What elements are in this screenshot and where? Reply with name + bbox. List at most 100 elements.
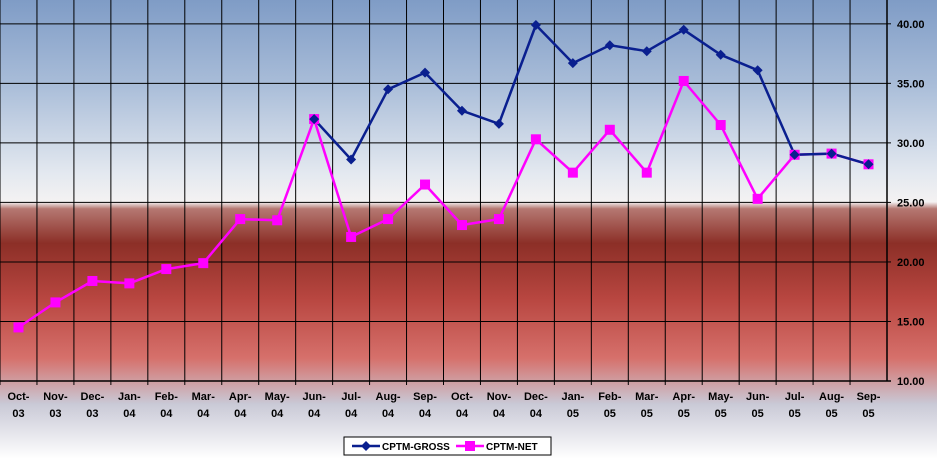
x-tick-label-year: 04 xyxy=(197,408,210,420)
x-tick-label-year: 04 xyxy=(493,408,506,420)
series-line-cptm-gross xyxy=(313,23,869,166)
data-point-cptm-gross xyxy=(715,49,726,60)
data-point-cptm-net xyxy=(383,214,394,225)
data-point-cptm-net xyxy=(50,297,61,308)
data-point-cptm-net xyxy=(13,322,24,333)
x-tick-label-month: Apr- xyxy=(229,391,252,403)
x-tick-label-month: Sep- xyxy=(413,391,437,403)
x-tick-label-month: Dec- xyxy=(80,391,104,403)
data-point-cptm-net xyxy=(493,214,504,225)
x-tick-label-year: 05 xyxy=(715,408,727,420)
data-point-cptm-gross xyxy=(493,118,504,129)
data-point-cptm-gross xyxy=(346,154,357,165)
x-tick-label-year: 03 xyxy=(49,408,61,420)
gridlines xyxy=(0,0,891,382)
data-point-cptm-gross xyxy=(567,58,578,69)
x-tick-label-month: May- xyxy=(708,391,733,403)
x-tick-label-month: Jul- xyxy=(785,391,805,403)
x-tick-label-year: 04 xyxy=(456,408,469,420)
x-tick-label-year: 04 xyxy=(123,408,136,420)
data-point-cptm-net xyxy=(678,75,689,86)
x-tick-label-month: Jul- xyxy=(341,391,361,403)
data-point-cptm-net xyxy=(235,214,246,225)
data-point-cptm-gross xyxy=(863,159,874,170)
data-point-cptm-gross xyxy=(420,67,431,78)
data-point-cptm-net xyxy=(272,215,283,226)
series-lines xyxy=(17,23,869,329)
legend-box xyxy=(343,436,552,456)
x-tick-label-month: Jan- xyxy=(118,391,141,403)
data-point-cptm-gross xyxy=(383,84,394,95)
x-tick-label-year: 04 xyxy=(530,408,543,420)
data-point-cptm-gross xyxy=(789,149,800,160)
x-tick-label-year: 04 xyxy=(419,408,432,420)
x-tick-label-month: Feb- xyxy=(598,391,622,403)
x-tick-label-year: 05 xyxy=(604,408,616,420)
x-tick-label-month: Sep- xyxy=(857,391,881,403)
x-tick-label-year: 05 xyxy=(788,408,800,420)
data-point-cptm-net xyxy=(161,264,172,275)
x-tick-label-month: Jun- xyxy=(303,391,327,403)
data-point-cptm-net xyxy=(567,167,578,178)
x-tick-label-year: 05 xyxy=(567,408,579,420)
data-point-cptm-net xyxy=(715,120,726,131)
data-point-cptm-gross xyxy=(752,65,763,76)
x-tick-label-month: Oct- xyxy=(451,391,473,403)
x-tick-label-month: Feb- xyxy=(155,391,179,403)
x-tick-label-month: Mar- xyxy=(192,391,216,403)
data-point-cptm-net xyxy=(87,275,98,286)
legend-net-label: CPTM-NET xyxy=(486,442,538,453)
x-tick-label-year: 05 xyxy=(862,408,874,420)
y-tick-label: 20.00 xyxy=(897,257,925,269)
y-tick-label: 10.00 xyxy=(897,376,925,388)
legend-gross-marker xyxy=(361,441,371,451)
data-point-cptm-gross xyxy=(641,46,652,57)
x-tick-label-year: 04 xyxy=(345,408,358,420)
y-tick-label: 35.00 xyxy=(897,78,925,90)
y-axis-ticks: 10.00 15.00 20.00 25.00 30.00 35.00 40.00 xyxy=(887,19,925,388)
data-point-cptm-gross xyxy=(604,40,615,51)
x-tick-label-year: 04 xyxy=(234,408,247,420)
data-point-cptm-net xyxy=(420,179,431,190)
x-tick-label-year: 04 xyxy=(271,408,284,420)
legend-net-marker xyxy=(465,441,475,451)
y-tick-label: 40.00 xyxy=(897,19,925,31)
legend: CPTM-GROSS CPTM-NET xyxy=(343,436,552,456)
x-tick-label-month: Nov- xyxy=(487,391,512,403)
legend-gross-label: CPTM-GROSS xyxy=(382,442,450,453)
data-point-cptm-gross xyxy=(456,105,467,116)
x-tick-label-year: 05 xyxy=(678,408,690,420)
series-line-cptm-net xyxy=(17,79,869,329)
x-tick-label-month: May- xyxy=(265,391,290,403)
x-axis-ticks: Oct- 03 Nov- 03 Dec- 03 Jan- 04 Feb- 04 Mar- 04 Apr-… xyxy=(0,381,881,420)
x-tick-label-month: Aug- xyxy=(819,391,844,403)
y-tick-label: 25.00 xyxy=(897,197,925,209)
x-tick-label-year: 05 xyxy=(752,408,764,420)
data-point-cptm-net xyxy=(752,193,763,204)
x-tick-label-month: Aug- xyxy=(376,391,401,403)
y-tick-label: 30.00 xyxy=(897,138,925,150)
data-point-cptm-net xyxy=(198,258,209,269)
x-tick-label-month: Apr- xyxy=(672,391,695,403)
data-point-cptm-gross xyxy=(826,148,837,159)
x-tick-label-month: Nov- xyxy=(43,391,68,403)
x-tick-label-month: Jun- xyxy=(746,391,770,403)
y-tick-label: 15.00 xyxy=(897,316,925,328)
x-tick-label-month: Dec- xyxy=(524,391,548,403)
data-point-cptm-net xyxy=(530,134,541,145)
x-tick-label-year: 03 xyxy=(12,408,24,420)
data-point-cptm-net xyxy=(604,124,615,135)
data-point-cptm-net xyxy=(124,278,135,289)
x-tick-label-month: Jan- xyxy=(562,391,585,403)
data-point-cptm-net xyxy=(641,167,652,178)
x-tick-label-month: Oct- xyxy=(7,391,29,403)
data-point-cptm-gross xyxy=(309,114,320,125)
x-tick-label-year: 04 xyxy=(160,408,173,420)
data-point-cptm-gross xyxy=(678,24,689,35)
series-markers xyxy=(13,20,874,333)
x-tick-label-year: 05 xyxy=(641,408,653,420)
x-tick-label-year: 03 xyxy=(86,408,98,420)
x-tick-label-year: 04 xyxy=(382,408,395,420)
